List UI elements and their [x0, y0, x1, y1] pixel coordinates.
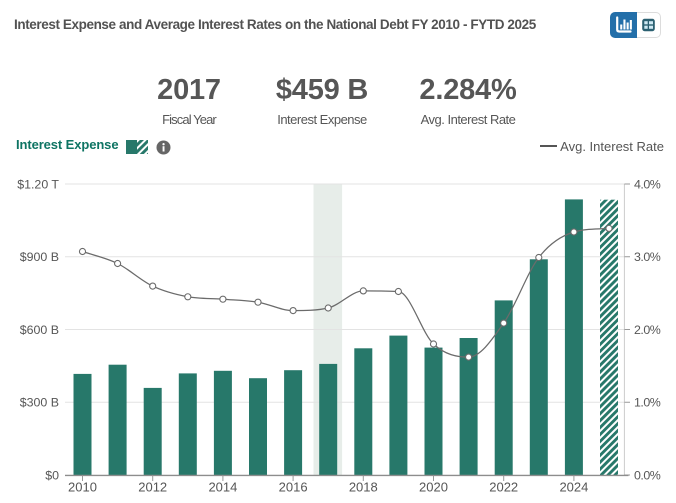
svg-text:$900 B: $900 B: [20, 250, 59, 264]
svg-text:2.0%: 2.0%: [634, 323, 661, 337]
svg-text:2020: 2020: [419, 480, 448, 495]
svg-text:2018: 2018: [349, 480, 378, 495]
svg-text:0.0%: 0.0%: [634, 468, 661, 482]
svg-text:2010: 2010: [68, 480, 97, 495]
svg-text:$300 B: $300 B: [20, 396, 59, 410]
svg-text:4.0%: 4.0%: [634, 177, 661, 191]
svg-text:2014: 2014: [208, 480, 237, 495]
svg-text:$600 B: $600 B: [20, 323, 59, 337]
svg-text:2024: 2024: [559, 480, 588, 495]
svg-text:3.0%: 3.0%: [634, 250, 661, 264]
svg-text:1.0%: 1.0%: [634, 396, 661, 410]
svg-text:2016: 2016: [279, 480, 308, 495]
svg-text:2022: 2022: [489, 480, 518, 495]
svg-text:$1.20 T: $1.20 T: [17, 177, 59, 191]
svg-text:2012: 2012: [138, 480, 167, 495]
svg-text:$0: $0: [45, 468, 59, 482]
